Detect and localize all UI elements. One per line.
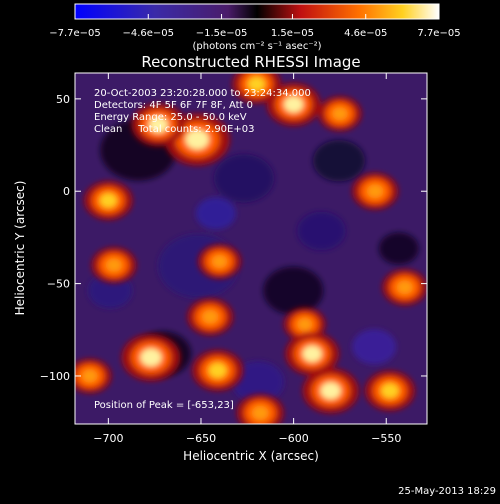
x-axis-label: Heliocentric X (arcsec) bbox=[183, 449, 319, 463]
source-core bbox=[211, 254, 228, 268]
source-core bbox=[202, 309, 219, 324]
source-core bbox=[396, 280, 413, 295]
chart-title: Reconstructed RHESSI Image bbox=[141, 53, 360, 71]
source-core bbox=[366, 184, 384, 199]
source-10 bbox=[121, 333, 181, 382]
source-2 bbox=[266, 82, 321, 126]
annotation-counts: Clean Total counts: 2.90E+03 bbox=[94, 124, 254, 135]
source-core bbox=[332, 107, 348, 121]
plot-frame bbox=[74, 72, 428, 425]
source-5 bbox=[352, 172, 399, 210]
background-patch bbox=[352, 329, 397, 365]
background-patch bbox=[263, 266, 324, 315]
source-6 bbox=[197, 244, 242, 279]
annotation-energy: Energy Range: 25.0 - 50.0 keV bbox=[94, 112, 247, 123]
source-18 bbox=[75, 358, 112, 394]
source-core bbox=[380, 383, 399, 399]
background-patch bbox=[195, 197, 236, 230]
source-core bbox=[82, 369, 98, 383]
background-patch bbox=[213, 154, 274, 203]
colorbar-unit-label: (photons cm⁻² s⁻¹ asec⁻²) bbox=[192, 41, 321, 52]
source-15 bbox=[364, 370, 415, 411]
y-axis-ticks: −100 −50 0 50 bbox=[40, 93, 427, 383]
colorbar-tick-label: −1.5e−05 bbox=[196, 28, 248, 39]
source-core bbox=[302, 345, 322, 362]
source-4 bbox=[84, 181, 133, 220]
source-core bbox=[208, 362, 227, 379]
source-17 bbox=[318, 96, 362, 131]
source-11 bbox=[192, 350, 244, 391]
source-core bbox=[320, 382, 341, 400]
x-tick-label: −550 bbox=[371, 432, 401, 445]
colorbar bbox=[74, 3, 440, 20]
source-core bbox=[140, 348, 162, 367]
colorbar-tick-label: 4.6e−05 bbox=[344, 28, 387, 39]
y-tick-label: −100 bbox=[40, 370, 70, 383]
source-7 bbox=[91, 247, 137, 284]
source-8 bbox=[187, 298, 234, 336]
annotation-detectors: Detectors: 4F 5F 6F 7F 8F, Att 0 bbox=[94, 100, 253, 111]
source-3 bbox=[232, 73, 281, 104]
source-1 bbox=[131, 103, 186, 147]
source-core bbox=[251, 405, 269, 421]
source-core bbox=[99, 193, 118, 208]
y-tick-label: −50 bbox=[47, 278, 70, 291]
annotation-time: 20-Oct-2003 23:20:28.000 to 23:24:34.000 bbox=[94, 88, 311, 99]
source-13 bbox=[302, 368, 359, 414]
colorbar-tick-label: 1.5e−05 bbox=[271, 28, 314, 39]
x-tick-label: −650 bbox=[186, 432, 216, 445]
background-patch bbox=[232, 361, 285, 403]
source-core bbox=[247, 76, 266, 92]
background-patch bbox=[378, 232, 419, 265]
source-12 bbox=[285, 332, 339, 376]
colorbar-tick-label: 7.7e−05 bbox=[417, 28, 460, 39]
source-16 bbox=[382, 269, 427, 306]
source-core bbox=[105, 258, 122, 272]
x-tick-label: −700 bbox=[93, 432, 123, 445]
background-patches bbox=[88, 119, 419, 403]
y-axis-label: Heliocentric Y (arcsec) bbox=[13, 181, 27, 316]
peak-position-label: Position of Peak = [-653,23] bbox=[94, 400, 234, 411]
timestamp: 25-May-2013 18:29 bbox=[398, 486, 496, 497]
source-core bbox=[297, 317, 313, 331]
x-tick-label: −600 bbox=[279, 432, 309, 445]
emission-sources bbox=[75, 73, 427, 424]
colorbar-tick-label: −7.7e−05 bbox=[49, 28, 101, 39]
y-tick-label: 0 bbox=[63, 185, 70, 198]
source-core bbox=[185, 129, 209, 150]
background-patch bbox=[313, 139, 365, 182]
source-core bbox=[283, 96, 304, 113]
colorbar-tick-label: −4.6e−05 bbox=[122, 28, 174, 39]
source-14 bbox=[236, 394, 284, 424]
y-tick-label: 50 bbox=[56, 93, 70, 106]
background-patch bbox=[297, 211, 346, 251]
colorbar-tick-labels: −7.7e−05 −4.6e−05 −1.5e−05 1.5e−05 4.6e−05 7.… bbox=[49, 28, 460, 39]
source-core bbox=[148, 116, 169, 133]
colorbar-ticks bbox=[74, 14, 440, 19]
x-axis-ticks: −700 −650 −600 −550 bbox=[93, 73, 401, 445]
